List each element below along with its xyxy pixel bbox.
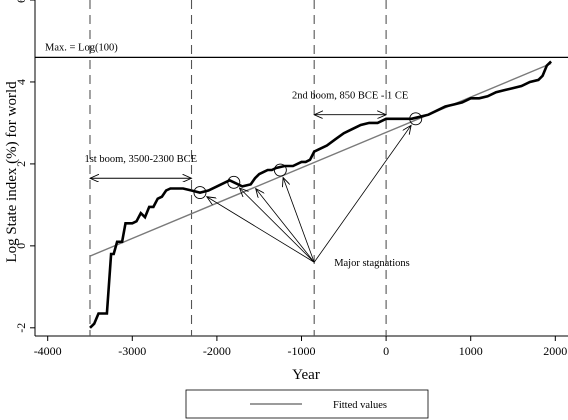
y-axis-title: Log State index (%) for world (4, 81, 20, 263)
x-tick-label: 0 (383, 344, 389, 358)
y-tick-label: -2 (14, 323, 28, 333)
y-tick-label: 0 (14, 243, 28, 249)
boom-2-label: 2nd boom, 850 BCE - 1 CE (292, 91, 408, 102)
boom-1-label: 1st boom, 3500-2300 BCE (84, 154, 197, 165)
x-tick-label: -4000 (34, 344, 62, 358)
x-tick-label: -3000 (118, 344, 146, 358)
stagnation-arrow (283, 178, 315, 263)
stagnation-circles (193, 112, 423, 200)
stagnation-point (227, 175, 241, 189)
max-line-label: Max. = Log(100) (45, 42, 118, 53)
x-tick-label: 1000 (459, 344, 483, 358)
stagnation-point (409, 112, 423, 126)
stagnation-point (193, 186, 207, 200)
x-axis-ticks: -4000 -3000 -2000 -1000 0 1000 2000 (34, 336, 567, 358)
x-axis-title: Year (292, 367, 320, 383)
legend-label-fitted: Fitted values (333, 400, 387, 411)
y-tick-label: 4 (14, 79, 28, 85)
boom-2-annotation: 2nd boom, 850 BCE - 1 CE (292, 91, 408, 115)
x-tick-label: 2000 (543, 344, 567, 358)
fitted-values-line (89, 62, 552, 257)
y-axis-ticks: -2 0 2 4 6 (14, 0, 35, 333)
x-tick-label: -2000 (203, 344, 231, 358)
y-tick-label: 6 (14, 0, 28, 3)
legend: Fitted values (185, 389, 429, 419)
stagnation-label: Major stagnations (334, 258, 410, 269)
legend-box (185, 389, 429, 419)
y-tick-label: 2 (14, 161, 28, 167)
stagnation-arrows (207, 125, 411, 263)
stagnation-arrow (256, 189, 315, 263)
boom-1-annotation: 1st boom, 3500-2300 BCE (84, 154, 197, 178)
stagnation-arrow (313, 125, 411, 263)
stagnation-arrow (239, 188, 315, 263)
stagnation-arrow (207, 197, 315, 263)
x-tick-label: -1000 (288, 344, 316, 358)
stagnation-point (273, 163, 287, 177)
reference-lines (89, 0, 387, 336)
